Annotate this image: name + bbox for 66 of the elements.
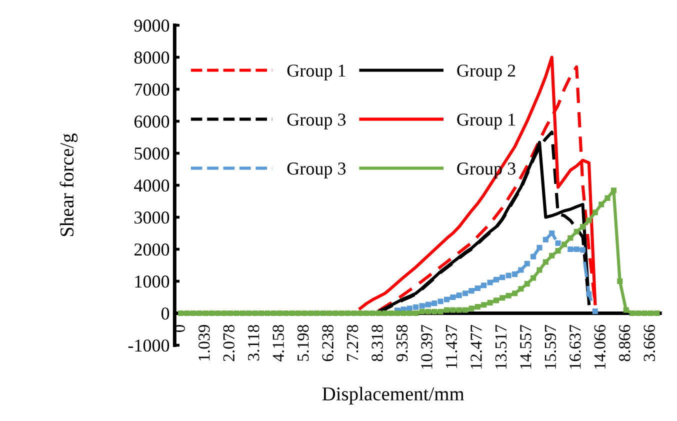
point xyxy=(568,246,574,252)
y-tick-label: 6000 xyxy=(134,116,170,128)
x-tick-label: 10.397 xyxy=(421,324,432,369)
y-tick-label: 5000 xyxy=(134,148,170,160)
point xyxy=(555,240,561,246)
y-tick-label: 8000 xyxy=(134,52,170,64)
point xyxy=(425,302,431,308)
point xyxy=(450,294,456,300)
y-tick-label: 2000 xyxy=(134,243,170,256)
x-tick-label: 8.866 xyxy=(618,324,630,362)
x-tick-label: 15.597 xyxy=(544,324,556,369)
y-tick-label: 1000 xyxy=(135,275,170,288)
x-tick-label: 8.318 xyxy=(372,324,383,362)
point xyxy=(413,304,419,310)
x-tick-label: 4.158 xyxy=(272,324,284,362)
legend-label: Group 2 xyxy=(457,64,516,80)
x-tick-label: 12.477 xyxy=(470,324,482,369)
x-tick-label: 6.238 xyxy=(322,324,334,362)
y-tick-label: 4000 xyxy=(134,179,170,192)
x-tick-label: 11.437 xyxy=(446,324,458,368)
point xyxy=(530,254,536,260)
point xyxy=(493,276,499,282)
y-tick-label: 3000 xyxy=(134,211,170,224)
point xyxy=(506,272,512,278)
point xyxy=(542,236,548,242)
x-tick-label: 14.557 xyxy=(520,324,532,369)
x-tick-label: 13.517 xyxy=(495,324,507,369)
point xyxy=(500,274,506,280)
y-axis-title: Shear force/g xyxy=(60,134,78,236)
x-tick-label: 9.358 xyxy=(396,324,408,362)
point xyxy=(592,308,598,314)
point xyxy=(432,300,438,306)
point xyxy=(524,260,530,266)
point xyxy=(468,288,474,294)
x-tick-label: 3.118 xyxy=(248,324,260,360)
x-tick-label: 1.039 xyxy=(198,325,210,360)
point xyxy=(438,298,444,304)
x-tick-label: 3.666 xyxy=(644,324,656,362)
point xyxy=(512,271,518,277)
point xyxy=(487,280,493,286)
point xyxy=(481,282,487,288)
x-tick-label: 16.637 xyxy=(570,324,581,369)
legend-label: Group 1 xyxy=(457,114,516,130)
x-tick-label: 14.066 xyxy=(594,324,606,369)
point xyxy=(462,290,468,296)
point xyxy=(474,285,480,292)
point xyxy=(574,246,580,252)
point xyxy=(586,291,592,297)
x-tick-label: 2.078 xyxy=(223,324,235,362)
legend-label: Group 3 xyxy=(287,114,346,130)
x-tick-label: 7.278 xyxy=(346,324,358,361)
y-tick-label: 0 xyxy=(161,307,170,320)
point xyxy=(456,292,462,298)
point xyxy=(518,267,524,273)
x-tick-label: 5.198 xyxy=(297,324,309,361)
point xyxy=(419,303,425,309)
point xyxy=(444,296,450,302)
y-tick-label: 7000 xyxy=(134,84,170,96)
y-tick-label: -1000 xyxy=(128,339,170,352)
point xyxy=(536,244,542,250)
legend-label: Group 1 xyxy=(287,64,346,80)
point xyxy=(580,247,586,253)
x-axis-title: Displacement/mm xyxy=(322,386,464,404)
legend-label: Group 3 xyxy=(287,162,346,178)
point xyxy=(406,306,412,312)
y-tick-label: 9000 xyxy=(134,20,170,32)
